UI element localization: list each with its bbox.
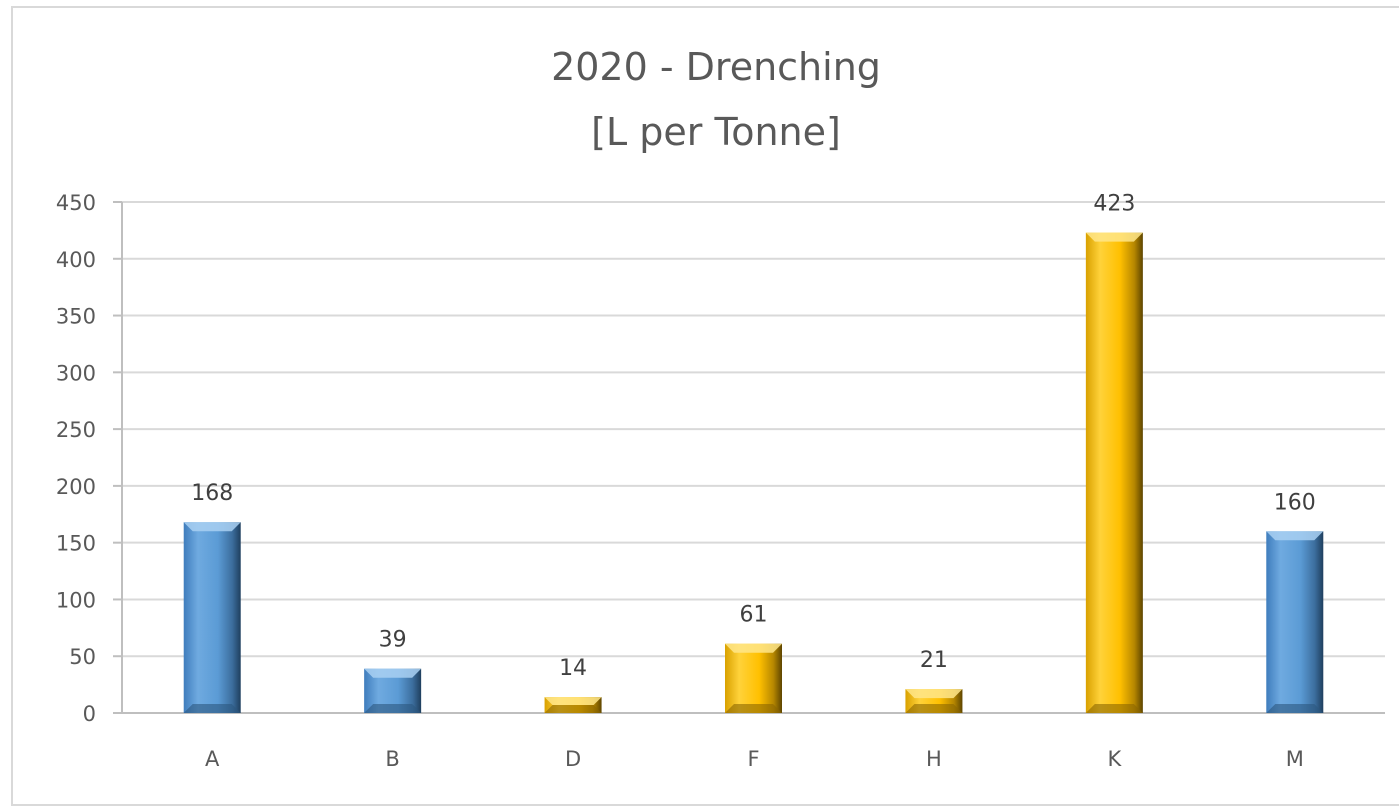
- data-label: 21: [920, 648, 948, 673]
- bar-d: [544, 697, 602, 713]
- x-tick-label: H: [926, 747, 942, 771]
- data-label: 423: [1093, 192, 1135, 217]
- x-tick-label: B: [385, 747, 399, 771]
- data-label: 160: [1274, 490, 1316, 515]
- data-label: 39: [379, 628, 407, 653]
- x-tick-label: A: [205, 747, 220, 771]
- y-axis: 0 50 100 150 200 250 300 350 400 450: [56, 191, 96, 726]
- y-tick-label: 450: [56, 191, 96, 215]
- y-tick-label: 250: [56, 418, 96, 442]
- bar-bevel-top: [1085, 232, 1143, 242]
- data-label: 168: [191, 481, 233, 506]
- x-tick-label: M: [1286, 747, 1304, 771]
- bar-bevel-bottom: [364, 704, 422, 713]
- bar-bevel-top: [544, 697, 602, 706]
- bar-bevel-top: [725, 643, 782, 653]
- bar-h: [905, 689, 963, 713]
- data-label: 61: [740, 603, 768, 628]
- chart-title: 2020 - Drenching: [551, 45, 881, 89]
- x-tick-label: D: [565, 747, 581, 771]
- bar-bevel-top: [183, 522, 241, 532]
- bar-bevel-bottom: [1266, 704, 1324, 713]
- bars: [183, 232, 1324, 713]
- bar-body: [1266, 531, 1324, 713]
- bar-b: [364, 668, 422, 713]
- data-label: 14: [559, 656, 587, 681]
- bar-bevel-bottom: [544, 705, 602, 713]
- bar-bevel-top: [364, 668, 422, 678]
- y-tick-label: 150: [56, 532, 96, 556]
- bar-bevel-bottom: [183, 704, 241, 713]
- data-labels: 168 39 14 61 21 423 160: [191, 192, 1316, 681]
- chart-frame: [11, 6, 1399, 806]
- bar-bevel-bottom: [905, 704, 963, 713]
- bar-bevel-bottom: [1085, 704, 1143, 713]
- gridlines: [113, 201, 1385, 714]
- bar-m: [1266, 531, 1324, 713]
- bar-bevel-top: [905, 689, 963, 699]
- y-tick-label: 300: [56, 361, 96, 385]
- y-tick-label: 50: [69, 645, 96, 669]
- chart-subtitle: [L per Tonne]: [591, 110, 841, 154]
- y-tick-label: 350: [56, 305, 96, 329]
- y-tick-label: 400: [56, 248, 96, 272]
- bar-body: [725, 643, 782, 713]
- bar-body: [1085, 232, 1143, 713]
- bar-bevel-top: [1266, 531, 1324, 541]
- y-tick-label: 200: [56, 475, 96, 499]
- x-tick-label: K: [1107, 747, 1122, 771]
- bar-k: [1085, 232, 1143, 713]
- bar-body: [183, 522, 241, 713]
- y-tick-label: 100: [56, 588, 96, 612]
- bar-f: [725, 643, 782, 713]
- bar-bevel-bottom: [725, 704, 782, 713]
- x-tick-label: F: [747, 747, 759, 771]
- y-tick-label: 0: [83, 702, 96, 726]
- bar-a: [183, 522, 241, 713]
